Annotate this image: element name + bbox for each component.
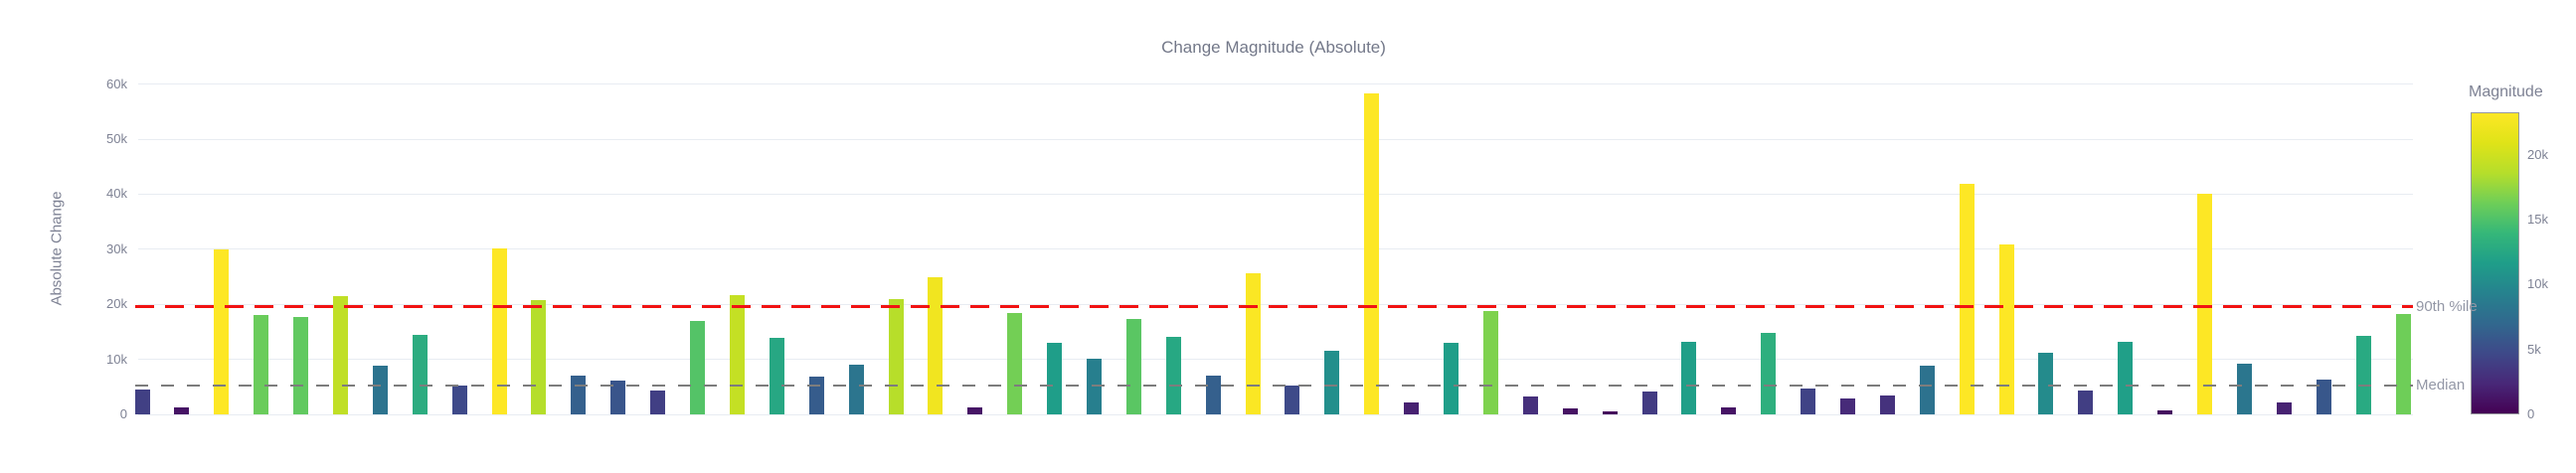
plot-area[interactable] xyxy=(135,0,2413,473)
y-tick-label-30k: 30k xyxy=(106,240,127,256)
gridline-y-30k xyxy=(138,248,2413,250)
bar-27[interactable] xyxy=(1205,375,1221,414)
bar-52[interactable] xyxy=(2197,193,2213,414)
bar-42[interactable] xyxy=(1801,388,1816,414)
chart-title: Change Magnitude (Absolute) xyxy=(1161,38,1386,57)
bar-15[interactable] xyxy=(729,294,745,414)
bar-37[interactable] xyxy=(1602,410,1618,414)
bar-10[interactable] xyxy=(531,299,547,414)
colorbar-gradient xyxy=(2471,112,2519,414)
y-tick-label-20k: 20k xyxy=(106,296,127,312)
bar-29[interactable] xyxy=(1285,385,1300,414)
p90-reference-line xyxy=(135,305,2413,309)
y-tick-label-0: 0 xyxy=(119,406,127,421)
bar-34[interactable] xyxy=(1482,310,1498,414)
p90-line-label: 90th %ile xyxy=(2416,297,2478,315)
bar-31[interactable] xyxy=(1364,93,1380,414)
bar-12[interactable] xyxy=(610,380,626,414)
bar-38[interactable] xyxy=(1641,392,1657,414)
bar-40[interactable] xyxy=(1721,407,1737,414)
colorbar-tick-label-5k: 5k xyxy=(2527,341,2541,357)
gridline-y-60k xyxy=(138,83,2413,85)
bar-22[interactable] xyxy=(1007,313,1023,414)
bar-9[interactable] xyxy=(491,248,507,414)
bar-28[interactable] xyxy=(1245,272,1261,414)
bar-5[interactable] xyxy=(332,295,348,414)
y-tick-label-10k: 10k xyxy=(106,351,127,367)
bar-36[interactable] xyxy=(1562,407,1578,414)
bar-30[interactable] xyxy=(1324,350,1340,414)
bar-7[interactable] xyxy=(412,334,428,414)
y-tick-label-60k: 60k xyxy=(106,76,127,91)
bar-50[interactable] xyxy=(2118,342,2134,414)
bar-33[interactable] xyxy=(1444,342,1460,414)
bar-49[interactable] xyxy=(2078,391,2094,414)
gridline-y-20k xyxy=(138,303,2413,305)
bar-41[interactable] xyxy=(1761,333,1777,414)
bar-51[interactable] xyxy=(2157,409,2173,414)
bar-17[interactable] xyxy=(808,377,824,414)
gridline-y-40k xyxy=(138,193,2413,195)
bar-26[interactable] xyxy=(1165,337,1181,414)
bar-24[interactable] xyxy=(1086,359,1102,414)
bar-47[interactable] xyxy=(1998,244,2014,414)
y-tick-label-40k: 40k xyxy=(106,186,127,202)
bar-4[interactable] xyxy=(293,317,309,414)
bar-56[interactable] xyxy=(2355,336,2371,414)
gridline-y-0 xyxy=(138,413,2413,415)
bar-35[interactable] xyxy=(1522,396,1538,414)
bar-1[interactable] xyxy=(174,407,190,414)
median-line-label: Median xyxy=(2416,376,2466,394)
bar-48[interactable] xyxy=(2038,352,2054,414)
bar-57[interactable] xyxy=(2395,314,2411,414)
bar-3[interactable] xyxy=(254,315,269,414)
bar-20[interactable] xyxy=(928,276,944,414)
bar-55[interactable] xyxy=(2316,379,2331,414)
colorbar-tick-label-20k: 20k xyxy=(2527,146,2548,162)
bar-45[interactable] xyxy=(1919,366,1935,414)
colorbar-tick-label-0: 0 xyxy=(2527,406,2535,421)
bar-19[interactable] xyxy=(888,299,904,414)
bar-2[interactable] xyxy=(214,249,230,414)
bar-8[interactable] xyxy=(451,386,467,414)
bar-44[interactable] xyxy=(1879,395,1895,414)
bar-25[interactable] xyxy=(1125,319,1141,414)
bar-23[interactable] xyxy=(1047,342,1063,414)
y-tick-label-50k: 50k xyxy=(106,131,127,146)
bar-32[interactable] xyxy=(1404,402,1420,414)
gridline-y-50k xyxy=(138,138,2413,140)
median-reference-line xyxy=(135,384,2413,387)
bar-13[interactable] xyxy=(650,390,666,414)
colorbar xyxy=(2471,112,2519,414)
bar-6[interactable] xyxy=(372,365,388,414)
colorbar-tick-label-10k: 10k xyxy=(2527,276,2548,292)
bar-11[interactable] xyxy=(571,375,587,414)
bar-53[interactable] xyxy=(2236,364,2252,414)
bar-39[interactable] xyxy=(1681,342,1697,414)
bar-14[interactable] xyxy=(690,320,706,414)
bar-21[interactable] xyxy=(967,406,983,414)
colorbar-tick-label-15k: 15k xyxy=(2527,212,2548,228)
bar-18[interactable] xyxy=(848,364,864,414)
bar-54[interactable] xyxy=(2276,401,2292,414)
gridline-y-10k xyxy=(138,359,2413,361)
bar-0[interactable] xyxy=(135,390,150,414)
colorbar-title: Magnitude xyxy=(2469,83,2543,100)
bar-16[interactable] xyxy=(769,337,784,414)
bar-43[interactable] xyxy=(1839,398,1855,414)
bar-46[interactable] xyxy=(1959,183,1975,414)
